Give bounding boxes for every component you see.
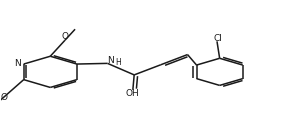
Text: N: N xyxy=(107,56,114,65)
Text: H: H xyxy=(115,58,121,67)
Text: Cl: Cl xyxy=(214,34,223,43)
Text: O: O xyxy=(1,93,8,102)
Text: OH: OH xyxy=(126,89,140,98)
Text: O: O xyxy=(62,32,69,41)
Text: N: N xyxy=(14,59,21,68)
